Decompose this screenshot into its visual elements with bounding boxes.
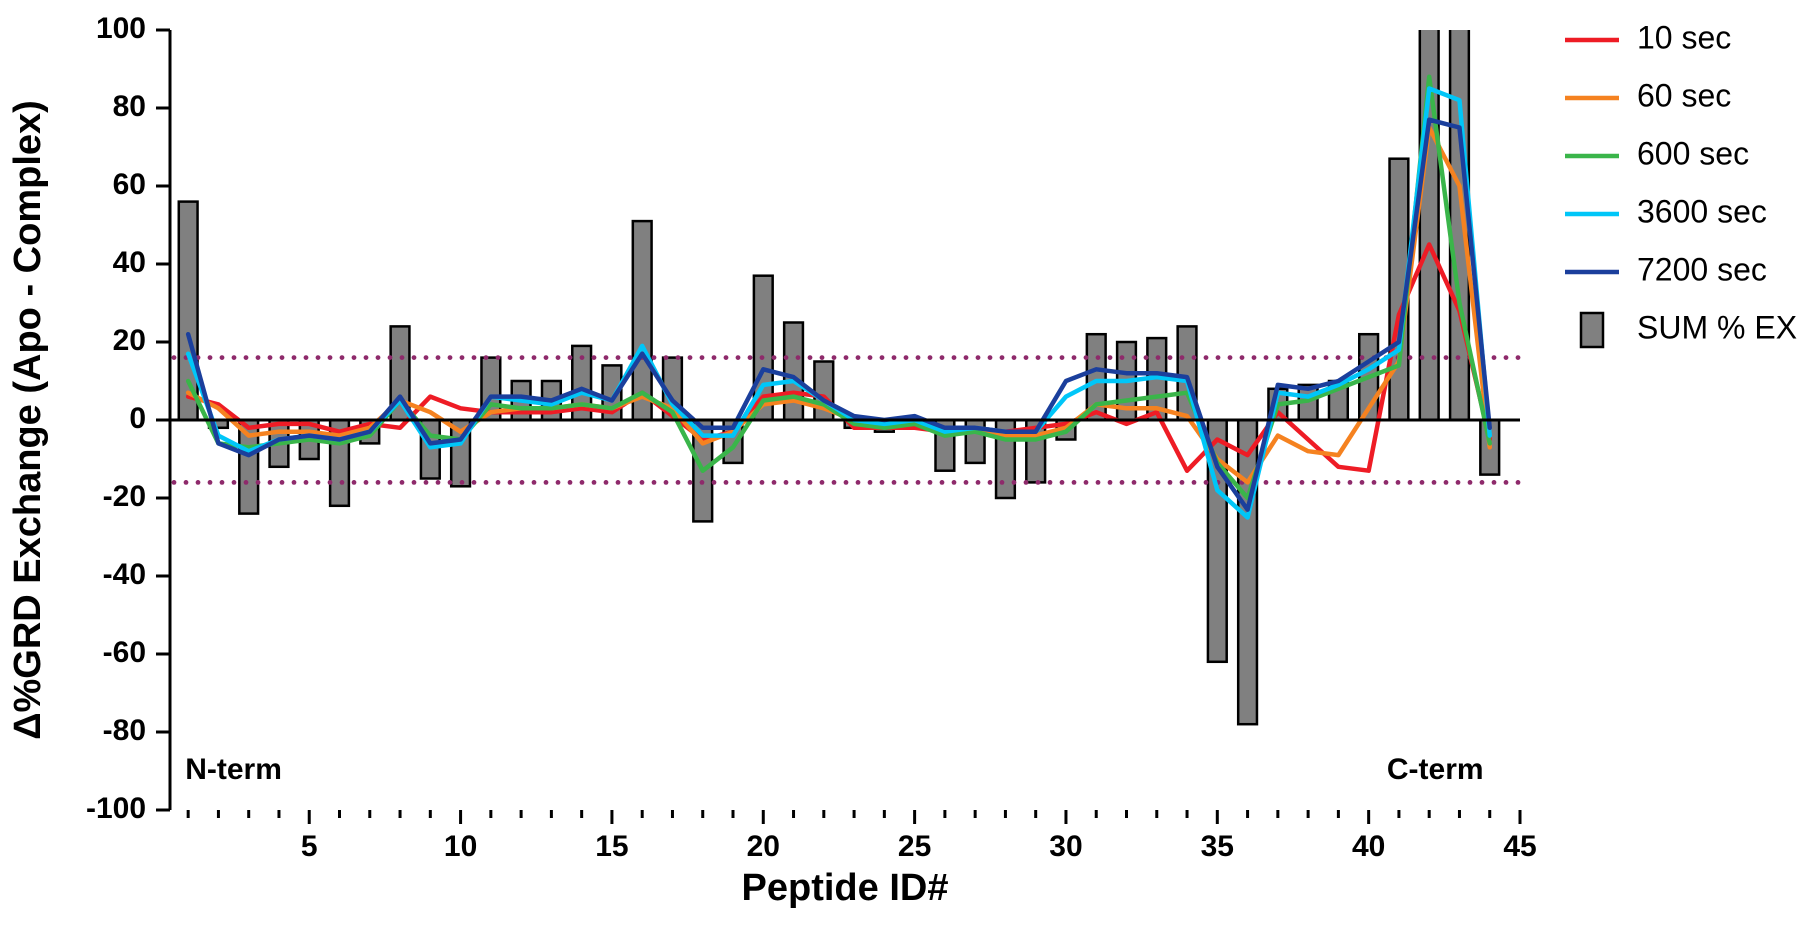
legend-label: 7200 sec bbox=[1637, 251, 1767, 287]
legend-label: 60 sec bbox=[1637, 77, 1731, 113]
y-tick-label: -40 bbox=[103, 558, 146, 591]
bar bbox=[179, 202, 198, 420]
x-tick-label: 40 bbox=[1352, 830, 1385, 863]
y-tick-label: 40 bbox=[113, 246, 146, 279]
y-tick-label: -80 bbox=[103, 714, 146, 747]
y-axis-label: Δ%GRD Exchange (Apo - Complex) bbox=[7, 100, 49, 740]
x-tick-label: 45 bbox=[1503, 830, 1536, 863]
x-tick-label: 35 bbox=[1201, 830, 1234, 863]
y-tick-label: 60 bbox=[113, 168, 146, 201]
y-tick-label: 100 bbox=[96, 12, 146, 45]
x-tick-label: 10 bbox=[444, 830, 477, 863]
x-tick-label: 30 bbox=[1049, 830, 1082, 863]
x-axis-label: Peptide ID# bbox=[742, 867, 949, 909]
legend-label: 3600 sec bbox=[1637, 193, 1767, 229]
nterm-label: N-term bbox=[185, 753, 282, 786]
y-tick-label: 20 bbox=[113, 324, 146, 357]
x-tick-label: 15 bbox=[595, 830, 628, 863]
y-tick-label: -20 bbox=[103, 480, 146, 513]
bar bbox=[1238, 420, 1257, 724]
x-tick-label: 5 bbox=[301, 830, 318, 863]
bar bbox=[784, 323, 803, 421]
legend-bar-swatch bbox=[1581, 313, 1603, 347]
chart-svg: -100 -80 -60 -40 -20 0 20 40 60 80 100 5 10 15 20 25 30 3… bbox=[0, 0, 1800, 929]
y-tick-label: 80 bbox=[113, 90, 146, 123]
y-tick-label: 0 bbox=[129, 402, 146, 435]
y-tick-label: -60 bbox=[103, 636, 146, 669]
y-tick-label: -100 bbox=[86, 792, 146, 825]
cterm-label: C-term bbox=[1387, 753, 1484, 786]
legend-label: 10 sec bbox=[1637, 19, 1731, 55]
legend-label: 600 sec bbox=[1637, 135, 1749, 171]
legend-label: SUM % EX bbox=[1637, 309, 1797, 345]
chart-container: -100 -80 -60 -40 -20 0 20 40 60 80 100 5 10 15 20 25 30 3… bbox=[0, 0, 1800, 929]
x-tick-label: 25 bbox=[898, 830, 931, 863]
bar bbox=[633, 221, 652, 420]
x-tick-label: 20 bbox=[747, 830, 780, 863]
